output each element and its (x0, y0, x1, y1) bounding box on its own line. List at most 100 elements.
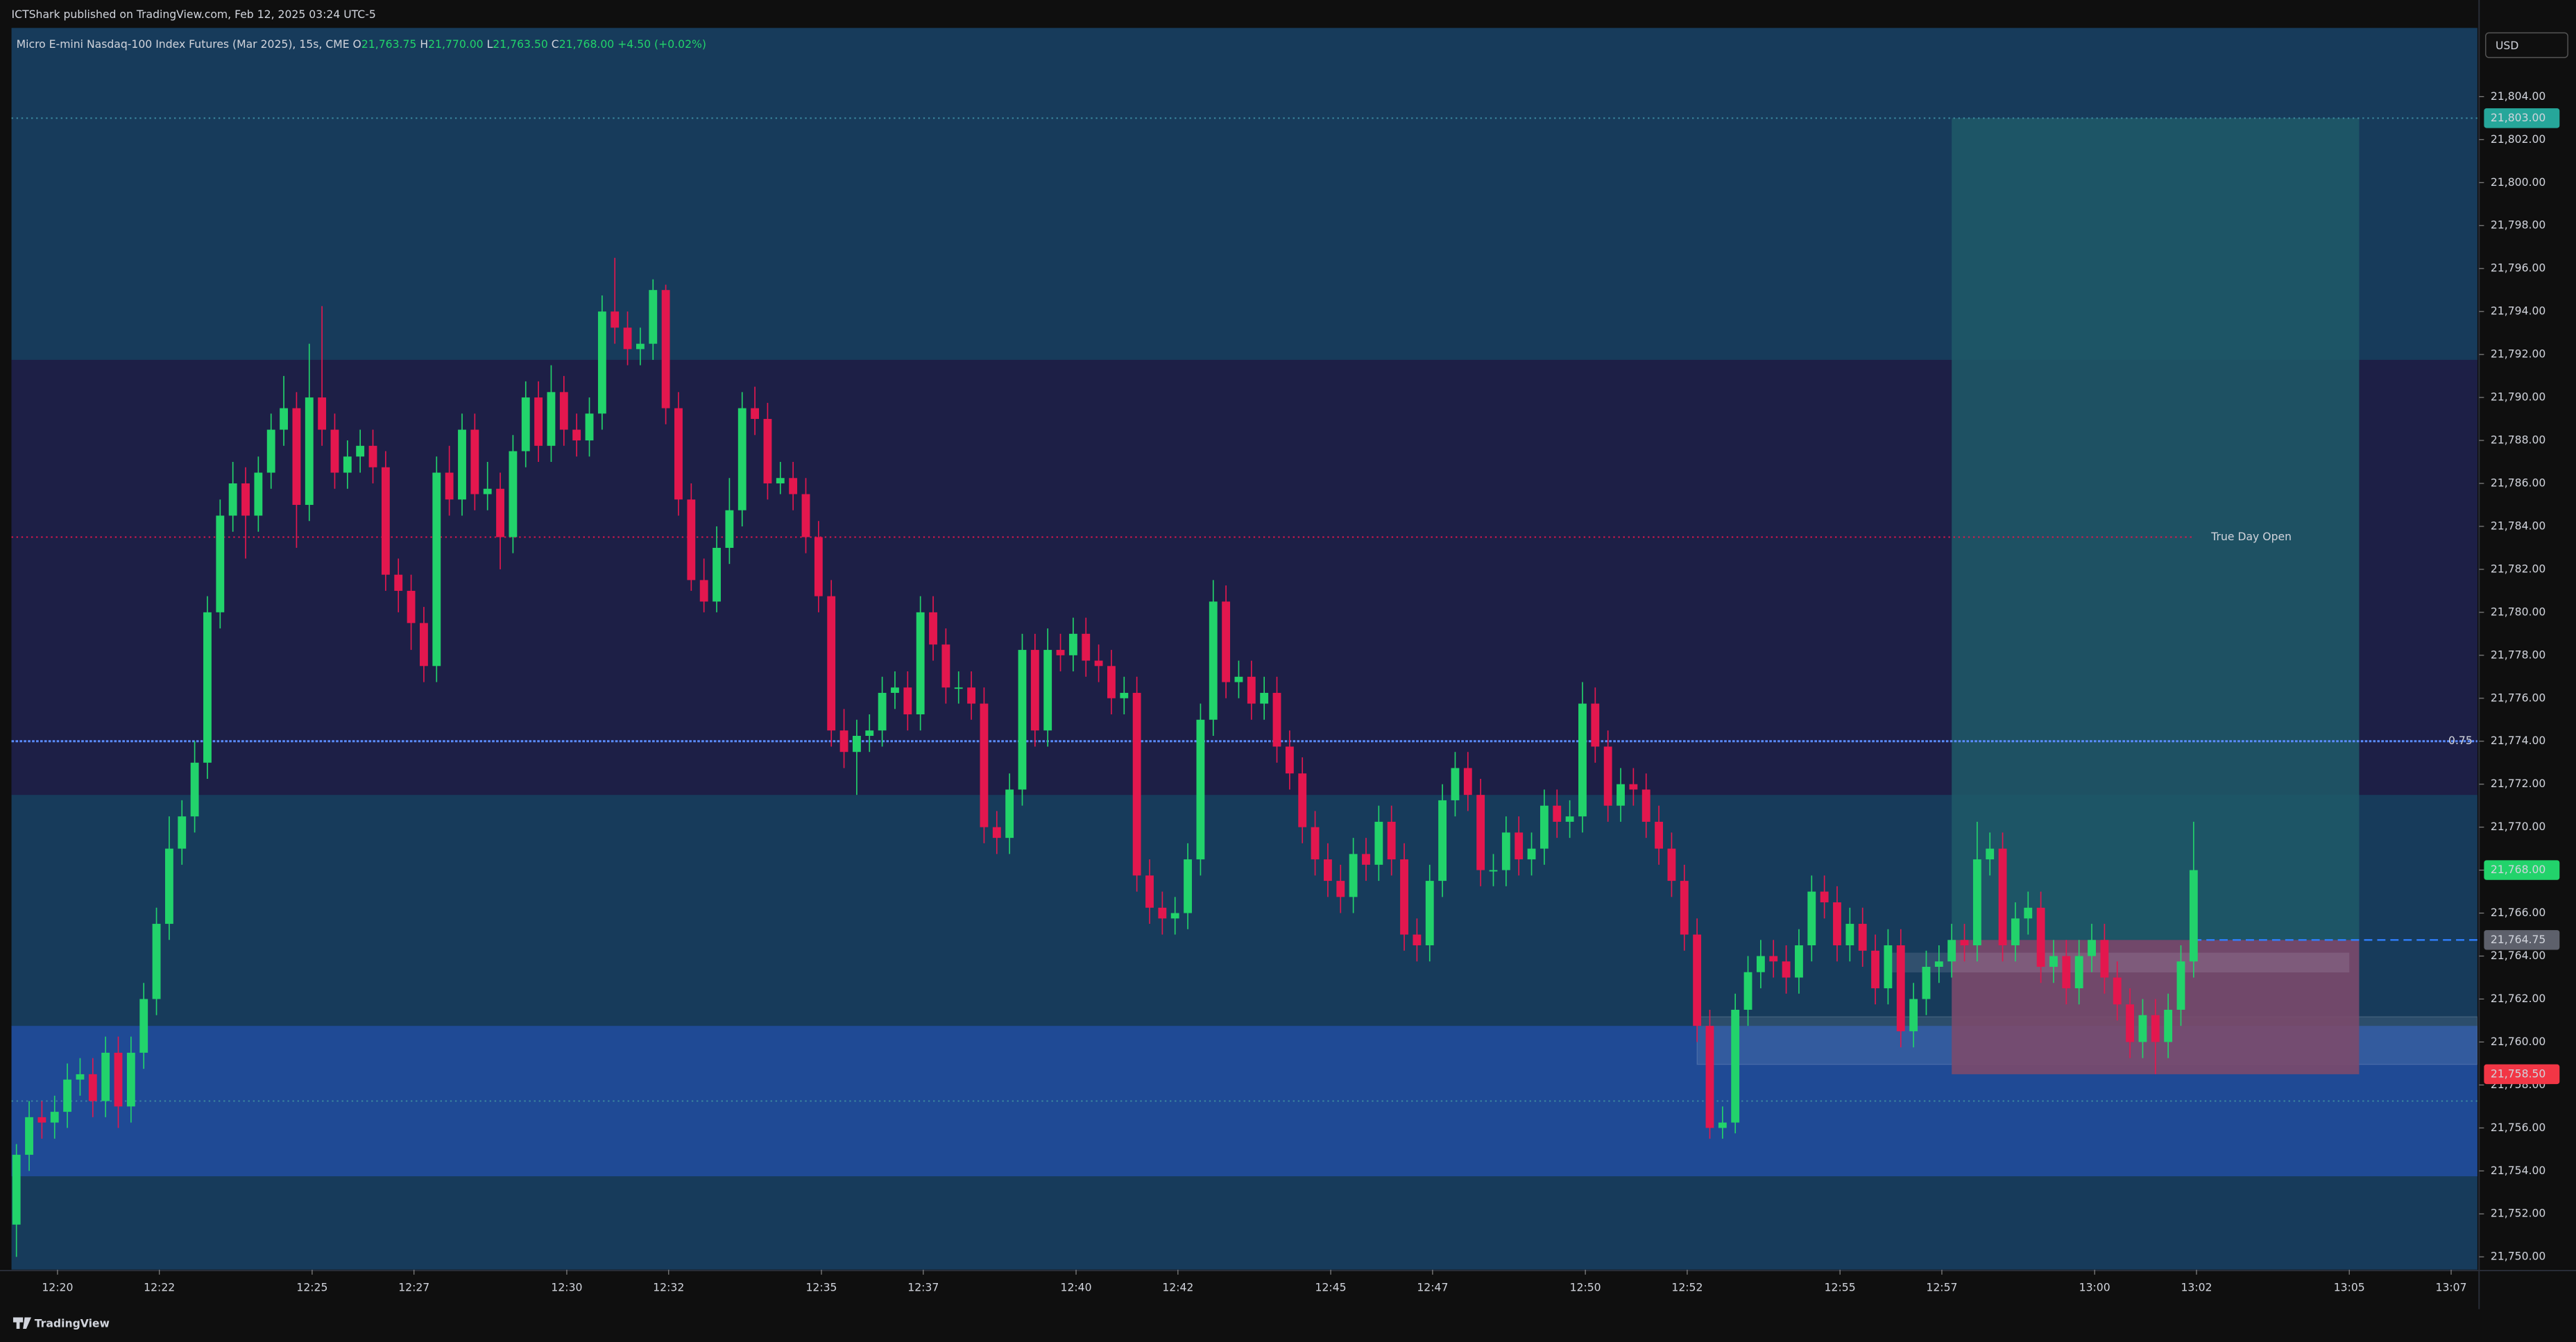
candle-body (407, 590, 416, 623)
candle-body (1272, 693, 1281, 747)
candle-body (1705, 1026, 1714, 1128)
candle-body (1018, 650, 1027, 790)
currency[interactable]: USD (2496, 39, 2518, 52)
candle-body (228, 483, 237, 516)
candle-body (1845, 924, 1854, 946)
price-label-box (2484, 108, 2560, 128)
candle-body (139, 999, 148, 1053)
candle-body (76, 1074, 85, 1080)
candle-body (420, 623, 428, 666)
plot: True Day Open 0.75 21,750.00 21,752.00 21,75… (0, 0, 2576, 1309)
x-tick-label: 12:40 (1061, 1280, 1092, 1293)
y-tick-label: 21,762.00 (2491, 992, 2546, 1005)
candle-body (266, 429, 275, 473)
candle-body (483, 488, 492, 494)
candle-body (1617, 784, 1625, 806)
ohlc-value: 21,763.75 (361, 37, 417, 50)
x-tick-label: 12:47 (1417, 1280, 1448, 1293)
candle-body (1438, 800, 1447, 881)
candle-body (572, 429, 581, 441)
price-axis (2477, 28, 2576, 1270)
candle-body (1820, 891, 1829, 903)
candle-body (88, 1074, 97, 1101)
currency-box[interactable] (2485, 32, 2568, 58)
candle-body (1362, 854, 1370, 865)
level-label: True Day Open (2210, 530, 2292, 543)
legend: Micro E-mini Nasdaq-100 Index Futures (M… (17, 37, 706, 50)
candle-body (980, 703, 989, 827)
candle-body (292, 408, 301, 505)
candle-body (1196, 719, 1205, 860)
candle-body (63, 1079, 72, 1112)
candle-body (1693, 934, 1702, 1026)
x-tick-label: 12:30 (551, 1280, 582, 1293)
candle-body (954, 687, 963, 689)
x-tick-label: 12:52 (1671, 1280, 1703, 1293)
candle-body (1145, 875, 1154, 908)
candle-body (687, 499, 696, 580)
candle-body (1030, 650, 1039, 731)
candle-body (1998, 848, 2007, 946)
x-tick-label: 12:45 (1315, 1280, 1347, 1293)
candle-body (1986, 848, 1995, 860)
level-label: 0.75 (2448, 734, 2473, 747)
price-label: 21,758.50 (2491, 1067, 2546, 1080)
candle-body (1934, 961, 1943, 967)
y-tick-label: 21,760.00 (2491, 1035, 2546, 1048)
y-tick-label: 21,766.00 (2491, 906, 2546, 919)
candle-body (1425, 881, 1434, 946)
ohlc-value: 21,768.00 (559, 37, 615, 50)
ohlc-key: O (353, 37, 361, 50)
candle-body (1222, 601, 1231, 682)
candle-body (1565, 816, 1574, 822)
x-tick-label: 13:00 (2079, 1280, 2110, 1293)
candle-body (547, 392, 556, 446)
candle-body (394, 574, 403, 591)
x-tick-label: 12:20 (42, 1280, 73, 1293)
ohlc-key: C (552, 37, 559, 50)
x-tick-label: 12:50 (1570, 1280, 1601, 1293)
candle-body (1476, 795, 1485, 870)
candle-body (445, 472, 454, 500)
candle-body (432, 472, 441, 666)
candle-body (623, 327, 632, 350)
candle-body (1043, 650, 1052, 731)
candle-body (1960, 940, 1969, 946)
x-tick-label: 12:35 (805, 1280, 837, 1293)
candle-body (1056, 650, 1065, 655)
candle-body (458, 429, 466, 500)
candle-body (713, 547, 721, 602)
candle-body (1718, 1122, 1727, 1128)
candle-body (1463, 768, 1472, 795)
candle-body (2074, 956, 2083, 988)
y-tick-label: 21,764.00 (2491, 949, 2546, 962)
y-tick-label: 21,786.00 (2491, 476, 2546, 489)
y-tick-label: 21,796.00 (2491, 261, 2546, 275)
candle-body (1260, 693, 1269, 704)
candle-body (1005, 789, 1014, 838)
candle-body (903, 687, 912, 715)
candle-body (254, 472, 263, 516)
candle-body (1603, 746, 1612, 806)
candle-body (305, 397, 314, 505)
candle-body (1298, 773, 1307, 827)
candle-body (1858, 924, 1867, 951)
price-label-box (2484, 860, 2560, 880)
candle-body (1909, 999, 1918, 1031)
candle-body (916, 612, 925, 715)
candle-body (2036, 907, 2045, 967)
candle-body (12, 1155, 21, 1225)
candle-body (2126, 1004, 2135, 1042)
candle-body (203, 612, 212, 763)
candle-body (2138, 1015, 2147, 1042)
candle-body (114, 1052, 123, 1107)
candle-body (1667, 848, 1676, 881)
candle-body (1553, 805, 1562, 822)
candle-body (1336, 881, 1345, 897)
candle-body (1170, 913, 1179, 919)
y-tick-label: 21,778.00 (2491, 648, 2546, 661)
candle-body (1591, 703, 1600, 747)
candle-body (1120, 693, 1129, 698)
candle-body (801, 494, 810, 537)
